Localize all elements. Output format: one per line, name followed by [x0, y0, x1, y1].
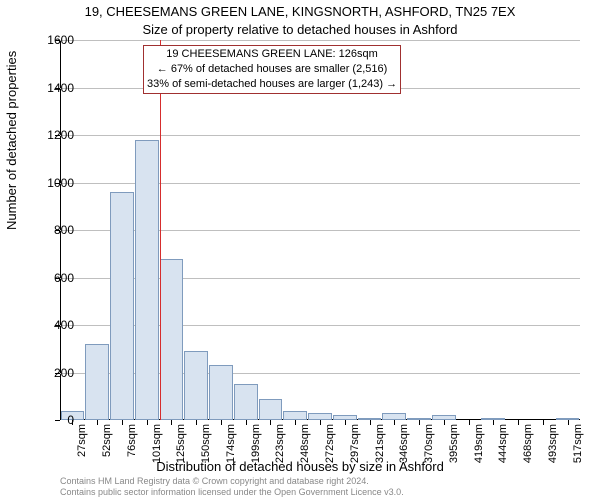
xtick-mark	[444, 420, 445, 425]
xtick-label: 517sqm	[572, 424, 584, 484]
xtick-mark	[270, 420, 271, 425]
ytick-label: 1400	[34, 81, 74, 95]
xtick-mark	[568, 420, 569, 425]
y-axis-label: Number of detached properties	[4, 51, 19, 230]
xtick-mark	[122, 420, 123, 425]
histogram-bar	[283, 411, 307, 421]
chart-root: 19, CHEESEMANS GREEN LANE, KINGSNORTH, A…	[0, 0, 600, 500]
attribution-line1: Contains HM Land Registry data © Crown c…	[60, 476, 404, 487]
plot-area: 27sqm52sqm76sqm101sqm125sqm150sqm174sqm1…	[60, 40, 580, 420]
xtick-mark	[295, 420, 296, 425]
histogram-bar	[259, 399, 283, 420]
xtick-label: 101sqm	[151, 424, 163, 484]
attribution-line2: Contains public sector information licen…	[60, 487, 404, 498]
histogram-bar	[160, 259, 184, 421]
gridline	[60, 135, 580, 136]
xtick-mark	[320, 420, 321, 425]
xtick-label: 248sqm	[299, 424, 311, 484]
annotation-line: 19 CHEESEMANS GREEN LANE: 126sqm	[147, 47, 397, 62]
xtick-mark	[171, 420, 172, 425]
xtick-mark	[419, 420, 420, 425]
xtick-mark	[493, 420, 494, 425]
gridline	[60, 40, 580, 41]
xtick-label: 297sqm	[349, 424, 361, 484]
xtick-mark	[221, 420, 222, 425]
chart-title-address: 19, CHEESEMANS GREEN LANE, KINGSNORTH, A…	[0, 4, 600, 19]
ytick-label: 800	[34, 223, 74, 237]
xtick-mark	[196, 420, 197, 425]
annotation-box: 19 CHEESEMANS GREEN LANE: 126sqm← 67% of…	[143, 45, 401, 94]
xtick-mark	[543, 420, 544, 425]
ytick-label: 600	[34, 271, 74, 285]
ytick-label: 0	[34, 413, 74, 427]
histogram-bar	[209, 365, 233, 420]
ytick-label: 1200	[34, 128, 74, 142]
xtick-label: 444sqm	[497, 424, 509, 484]
ytick-label: 200	[34, 366, 74, 380]
chart-subtitle: Size of property relative to detached ho…	[0, 22, 600, 37]
histogram-bar	[85, 344, 109, 420]
xtick-label: 370sqm	[423, 424, 435, 484]
xtick-label: 125sqm	[175, 424, 187, 484]
ytick-label: 1000	[34, 176, 74, 190]
reference-line	[160, 40, 161, 420]
xtick-label: 395sqm	[448, 424, 460, 484]
xtick-mark	[518, 420, 519, 425]
xtick-label: 272sqm	[324, 424, 336, 484]
xtick-label: 199sqm	[250, 424, 262, 484]
xtick-label: 419sqm	[473, 424, 485, 484]
annotation-line: 33% of semi-detached houses are larger (…	[147, 77, 397, 92]
xtick-mark	[97, 420, 98, 425]
xtick-mark	[246, 420, 247, 425]
xtick-label: 76sqm	[126, 424, 138, 484]
xtick-label: 468sqm	[522, 424, 534, 484]
histogram-bar	[110, 192, 134, 420]
xtick-label: 321sqm	[374, 424, 386, 484]
histogram-bar	[382, 413, 406, 420]
xtick-mark	[370, 420, 371, 425]
xtick-mark	[469, 420, 470, 425]
attribution-text: Contains HM Land Registry data © Crown c…	[60, 476, 404, 498]
xtick-label: 223sqm	[274, 424, 286, 484]
histogram-bar	[308, 413, 332, 420]
histogram-bar	[184, 351, 208, 420]
xtick-label: 174sqm	[225, 424, 237, 484]
ytick-label: 1600	[34, 33, 74, 47]
histogram-bar	[234, 384, 258, 420]
xtick-label: 150sqm	[200, 424, 212, 484]
xtick-mark	[394, 420, 395, 425]
xtick-mark	[147, 420, 148, 425]
xtick-label: 52sqm	[101, 424, 113, 484]
ytick-label: 400	[34, 318, 74, 332]
xtick-label: 493sqm	[547, 424, 559, 484]
xtick-mark	[345, 420, 346, 425]
histogram-bar	[135, 140, 159, 420]
annotation-line: ← 67% of detached houses are smaller (2,…	[147, 62, 397, 77]
x-axis-label: Distribution of detached houses by size …	[0, 459, 600, 474]
xtick-label: 346sqm	[398, 424, 410, 484]
xtick-label: 27sqm	[76, 424, 88, 484]
